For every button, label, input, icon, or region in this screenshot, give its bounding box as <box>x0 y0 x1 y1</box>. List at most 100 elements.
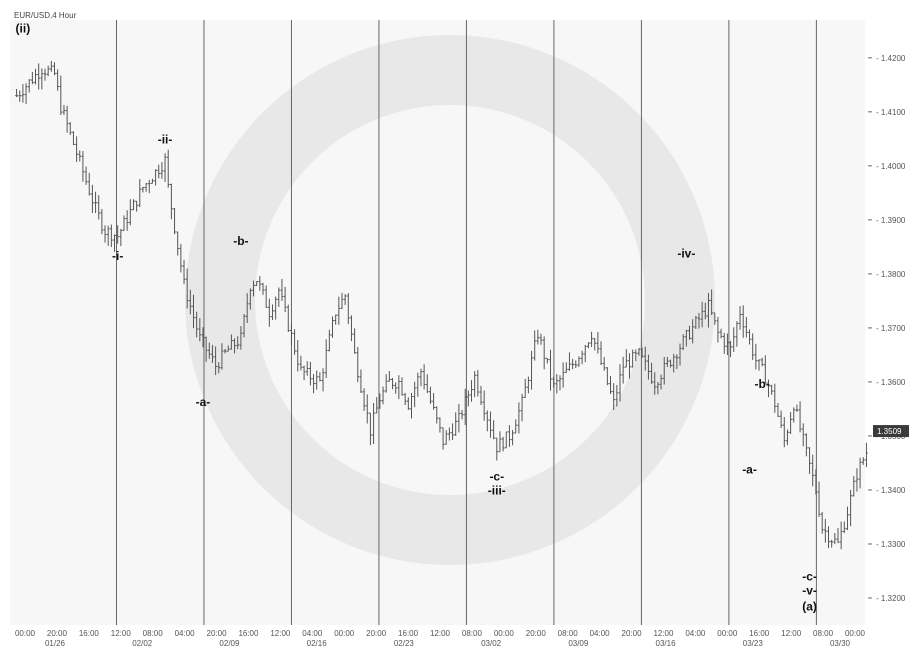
ohlc-bar <box>643 346 647 371</box>
ohlc-bar <box>27 79 31 93</box>
ohlc-bar <box>173 207 176 235</box>
ohlc-bar <box>302 365 306 381</box>
x-tick-label: 00:00 <box>717 629 738 638</box>
ohlc-bar <box>346 293 350 325</box>
ohlc-bar <box>789 412 792 435</box>
ohlc-bar <box>691 319 695 344</box>
ohlc-bar <box>858 457 862 489</box>
ohlc-bar <box>460 409 464 420</box>
ohlc-bar <box>470 380 473 402</box>
ohlc-bar <box>590 331 593 347</box>
y-tick-label: - 1.3400 <box>876 486 906 495</box>
x-date-label: 02/02 <box>132 639 153 648</box>
ohlc-bar <box>631 349 635 368</box>
ohlc-bar <box>852 476 856 497</box>
wave-label: -c- <box>489 470 504 484</box>
ohlc-bar <box>97 195 101 220</box>
ohlc-bar <box>580 350 584 365</box>
y-tick-label: - 1.3300 <box>876 540 906 549</box>
ohlc-bar <box>18 90 22 102</box>
ohlc-bar <box>43 68 47 81</box>
ohlc-bar <box>454 412 458 436</box>
ohlc-bar <box>798 401 802 433</box>
ohlc-bar <box>792 407 796 423</box>
wave-label: -c- <box>802 570 817 584</box>
ohlc-bar <box>523 378 527 398</box>
ohlc-bar <box>520 393 524 422</box>
x-tick-label: 12:00 <box>781 629 802 638</box>
x-date-label: 02/09 <box>219 639 240 648</box>
ohlc-bar <box>533 330 537 361</box>
x-tick-label: 12:00 <box>430 629 451 638</box>
ohlc-bar <box>198 318 202 342</box>
wave-label: -ii- <box>158 132 173 146</box>
ohlc-bar <box>87 172 91 196</box>
ohlc-bar <box>669 359 672 368</box>
ohlc-bar <box>861 457 865 465</box>
y-tick-label: - 1.3600 <box>876 378 906 387</box>
ohlc-bar <box>508 425 511 447</box>
ohlc-bar <box>545 357 549 364</box>
x-tick-label: 00:00 <box>845 629 866 638</box>
wave-label: -iv- <box>677 246 695 260</box>
ohlc-bar <box>697 312 701 329</box>
ohlc-bar <box>751 333 755 360</box>
ohlc-bar <box>176 231 180 256</box>
ohlc-bar <box>410 392 413 419</box>
ohlc-bar <box>65 105 69 133</box>
ohlc-bar <box>621 356 625 384</box>
ohlc-bar <box>122 215 126 231</box>
ohlc-bar <box>463 388 467 426</box>
y-tick-label: - 1.4100 <box>876 108 906 117</box>
ohlc-bar <box>473 371 477 398</box>
ohlc-bar <box>245 293 249 323</box>
x-tick-label: 16:00 <box>238 629 259 638</box>
ohlc-bar <box>526 376 530 394</box>
ohlc-bar <box>195 311 199 338</box>
ohlc-bar <box>283 286 287 313</box>
ohlc-bar <box>650 362 653 384</box>
ohlc-bar <box>441 427 445 450</box>
ohlc-bar <box>842 521 846 534</box>
ohlc-bar <box>694 315 698 330</box>
ohlc-bar <box>211 344 214 363</box>
ohlc-bar <box>451 423 454 440</box>
ohlc-bar <box>53 62 56 76</box>
ohlc-bar <box>113 234 116 252</box>
ohlc-bar <box>495 437 499 461</box>
ohlc-bar <box>729 341 732 358</box>
ohlc-bar <box>760 357 764 367</box>
ohlc-bar <box>602 357 606 371</box>
ohlc-bar <box>217 362 221 374</box>
ohlc-bar <box>763 355 767 384</box>
ohlc-bar <box>817 481 821 517</box>
ohlc-bar <box>154 169 157 186</box>
ohlc-bar <box>716 316 720 343</box>
ohlc-bar <box>337 296 341 325</box>
ohlc-bar <box>609 375 612 394</box>
ohlc-bar <box>748 329 751 345</box>
ohlc-bar <box>305 361 309 376</box>
ohlc-bar <box>261 282 265 295</box>
ohlc-bar <box>865 442 868 468</box>
ohlc-bar <box>624 349 628 368</box>
wave-labels: (ii)-ii--i--b--a--c--iii--iv--b--a--c--v… <box>16 22 817 614</box>
ohlc-bar <box>552 376 556 388</box>
ohlc-bar <box>498 431 502 453</box>
ohlc-bar <box>517 402 521 434</box>
ohlc-bar <box>34 68 37 85</box>
ohlc-bar <box>144 182 148 192</box>
ohlc-bar <box>482 390 486 421</box>
ohlc-bar <box>252 280 255 297</box>
x-tick-label: 20:00 <box>47 629 68 638</box>
ohlc-bar <box>773 383 777 413</box>
x-date-label: 03/02 <box>481 639 502 648</box>
x-tick-label: 08:00 <box>462 629 483 638</box>
ohlc-bar <box>286 304 290 332</box>
ohlc-bar <box>201 327 205 348</box>
ohlc-bar <box>359 369 363 394</box>
ohlc-bar <box>665 356 669 368</box>
ohlc-bar <box>700 301 704 328</box>
ohlc-bar <box>312 374 315 394</box>
